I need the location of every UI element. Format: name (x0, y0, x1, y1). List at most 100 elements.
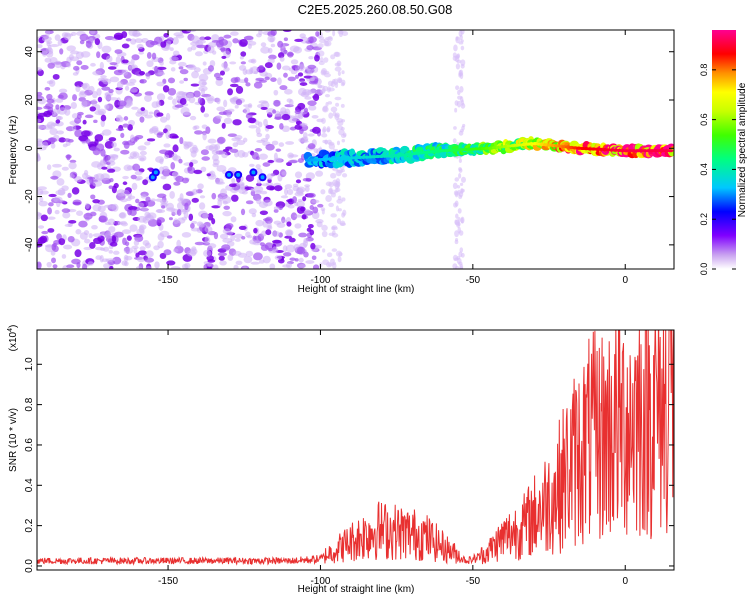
noise-speck (298, 232, 308, 238)
noise-speck (207, 65, 215, 72)
noise-speck (123, 141, 130, 149)
noise-speck (183, 77, 188, 82)
noise-speck (283, 187, 289, 196)
noise-speck (215, 76, 223, 81)
noise-speck (200, 149, 209, 156)
noise-speck (460, 45, 465, 51)
noise-speck (267, 247, 273, 252)
noise-speck (69, 173, 75, 179)
noise-speck (311, 211, 320, 220)
noise-speck (453, 202, 458, 208)
noise-speck (121, 59, 129, 64)
noise-speck (173, 248, 179, 253)
noise-speck (77, 111, 84, 116)
noise-speck (144, 257, 155, 263)
noise-speck (211, 205, 221, 209)
noise-speck (308, 80, 318, 85)
noise-speck (140, 194, 147, 199)
noise-speck (336, 60, 342, 67)
noise-speck (223, 66, 230, 72)
noise-speck (140, 107, 146, 112)
noise-speck (37, 212, 43, 217)
noise-speck (298, 264, 307, 268)
noise-speck (138, 51, 144, 55)
noise-speck (108, 97, 119, 101)
noise-speck (162, 165, 169, 171)
noise-speck (326, 86, 331, 93)
noise-speck (336, 218, 342, 225)
noise-speck (62, 211, 71, 219)
noise-speck (187, 64, 196, 69)
noise-speck (58, 137, 66, 143)
noise-speck (460, 30, 465, 35)
noise-speck (61, 254, 67, 259)
noise-speck (82, 263, 88, 269)
noise-speck (460, 217, 464, 224)
noise-speck (148, 111, 154, 115)
noise-speck (46, 261, 52, 268)
noise-speck (89, 146, 98, 152)
noise-speck (232, 38, 239, 44)
noise-speck (104, 140, 114, 149)
noise-speck (156, 93, 166, 101)
noise-speck (171, 153, 178, 161)
spectrogram-xlabel: Height of straight line (km) (298, 284, 415, 295)
noise-speck (459, 263, 464, 269)
noise-speck (64, 108, 71, 116)
noise-speck (187, 166, 193, 172)
noise-speck (67, 235, 75, 243)
noise-speck (205, 95, 215, 102)
signal-core (227, 172, 232, 177)
noise-speck (115, 116, 124, 123)
noise-speck (109, 177, 114, 183)
noise-speck (170, 67, 176, 72)
noise-speck (243, 35, 254, 41)
noise-speck (100, 173, 110, 181)
noise-speck (317, 43, 324, 49)
noise-speck (100, 114, 107, 122)
noise-speck (285, 244, 296, 253)
noise-speck (156, 217, 165, 224)
noise-speck (304, 208, 311, 215)
noise-speck (47, 216, 56, 220)
noise-speck (455, 85, 460, 91)
noise-speck (91, 225, 98, 230)
colorbar-tick-label: 0.4 (699, 163, 709, 176)
noise-speck (227, 133, 238, 138)
noise-speck (162, 85, 170, 93)
noise-speck (61, 208, 71, 213)
noise-speck (51, 257, 56, 264)
noise-speck (172, 50, 180, 56)
noise-speck (55, 104, 60, 110)
noise-speck (156, 81, 165, 87)
noise-speck (130, 38, 137, 45)
noise-speck (200, 105, 206, 113)
noise-speck (64, 223, 73, 227)
noise-speck (107, 218, 116, 226)
noise-speck (111, 235, 117, 243)
noise-speck (78, 91, 87, 98)
noise-speck (250, 58, 257, 64)
noise-speck (134, 170, 143, 176)
noise-speck (137, 202, 145, 208)
noise-speck (133, 247, 138, 254)
noise-speck (307, 192, 316, 198)
noise-speck (141, 206, 148, 213)
noise-speck (284, 88, 293, 95)
noise-speck (454, 107, 458, 113)
noise-speck (207, 138, 217, 144)
noise-speck (175, 175, 184, 183)
noise-speck (283, 72, 288, 78)
noise-speck (52, 73, 60, 80)
noise-speck (331, 230, 336, 236)
noise-speck (154, 261, 160, 269)
noise-speck (336, 198, 343, 204)
noise-speck (74, 81, 84, 88)
noise-speck (83, 229, 90, 236)
snr-xlabel: Height of straight line (km) (298, 584, 415, 595)
noise-speck (330, 172, 337, 179)
noise-speck (101, 45, 112, 54)
noise-speck (98, 215, 107, 223)
noise-speck (55, 119, 61, 124)
noise-speck (288, 154, 299, 158)
